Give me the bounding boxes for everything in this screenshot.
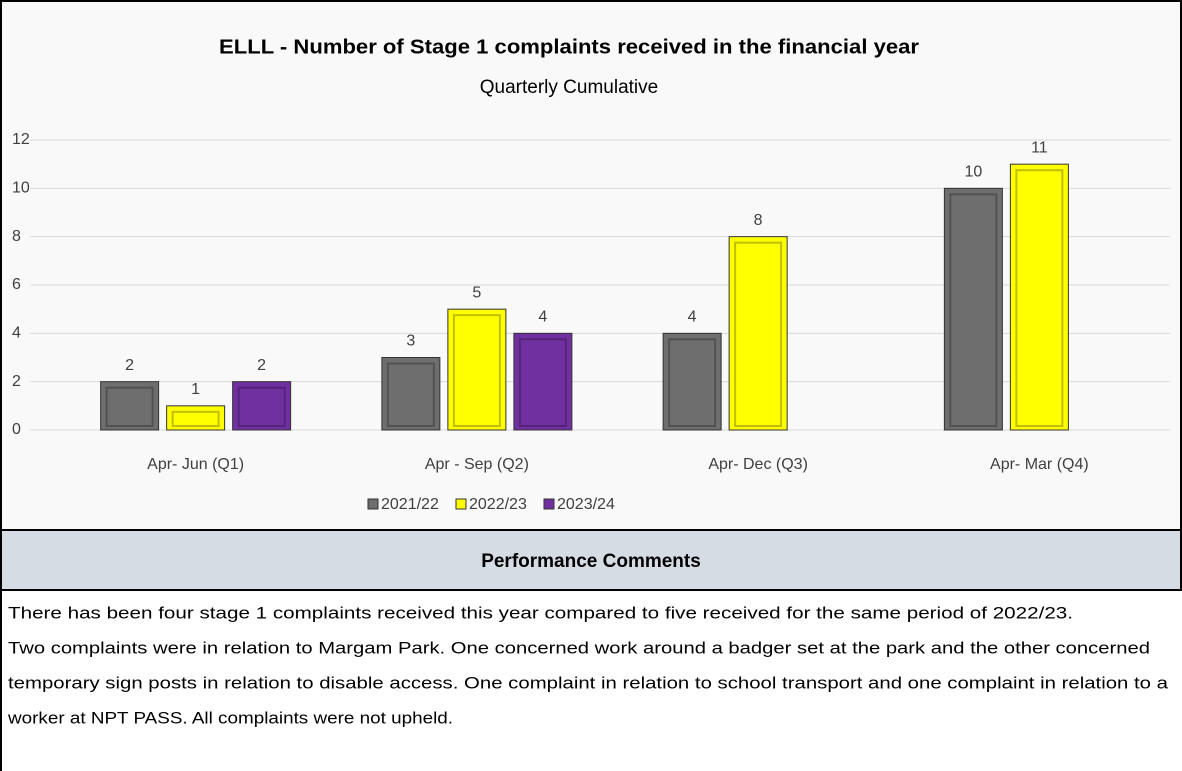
legend-label: 2023/24 [557, 496, 615, 513]
data-label: 8 [754, 212, 763, 229]
bar-bevel [518, 338, 567, 428]
bar-bevel [949, 193, 998, 427]
bar-bevel [1015, 169, 1064, 427]
bar-bevel [452, 314, 501, 427]
bar [943, 187, 1003, 431]
x-tick-label: Apr- Jun (Q1) [147, 456, 244, 473]
data-label: 3 [406, 333, 415, 350]
bar [513, 332, 573, 431]
bar-bevel [171, 410, 220, 428]
comments-heading: Performance Comments [481, 551, 701, 572]
chart-subtitle: Quarterly Cumulative [480, 77, 658, 98]
x-tick-label: Apr- Mar (Q4) [990, 456, 1089, 473]
y-tick-label: 2 [12, 373, 21, 390]
data-label: 2 [125, 357, 134, 374]
legend-swatch [543, 498, 555, 510]
y-tick-label: 0 [12, 421, 21, 438]
bar [728, 236, 788, 431]
legend-label: 2021/22 [381, 496, 439, 513]
bar [662, 332, 722, 431]
y-tick-label: 4 [12, 325, 21, 342]
y-tick-label: 8 [12, 228, 21, 245]
bar-bevel [734, 241, 783, 427]
legend-swatch [367, 498, 379, 510]
bar [381, 357, 441, 431]
data-label: 1 [191, 381, 200, 398]
y-tick-label: 10 [12, 180, 30, 197]
data-label: 4 [538, 309, 547, 326]
data-label: 10 [964, 164, 982, 181]
comments-header [0, 529, 1182, 591]
bar-bevel [105, 386, 154, 427]
data-label: 4 [688, 309, 697, 326]
data-label: 2 [257, 357, 266, 374]
bar-bevel [668, 338, 717, 428]
comment-line: Two complaints were in relation to Marga… [8, 638, 1150, 657]
data-label: 11 [1031, 139, 1048, 156]
bar-bevel [386, 362, 435, 427]
x-tick-label: Apr - Sep (Q2) [425, 456, 529, 473]
y-tick-label: 12 [12, 131, 30, 148]
legend-swatch [455, 498, 467, 510]
bar [100, 381, 160, 431]
bar [232, 381, 292, 431]
bar [1009, 163, 1069, 431]
bar-bevel [237, 386, 286, 427]
comment-line: There has been four stage 1 complaints r… [8, 603, 1073, 622]
legend-label: 2022/23 [469, 496, 527, 513]
bar [447, 308, 507, 431]
x-tick-label: Apr- Dec (Q3) [708, 456, 808, 473]
y-tick-label: 6 [12, 276, 21, 293]
chart-title: ELLL - Number of Stage 1 complaints rece… [219, 36, 919, 58]
comment-line: temporary sign posts in relation to disa… [8, 673, 1169, 692]
comment-line: worker at NPT PASS. All complaints were … [7, 708, 453, 727]
data-label: 5 [472, 284, 481, 301]
bar [166, 405, 226, 431]
